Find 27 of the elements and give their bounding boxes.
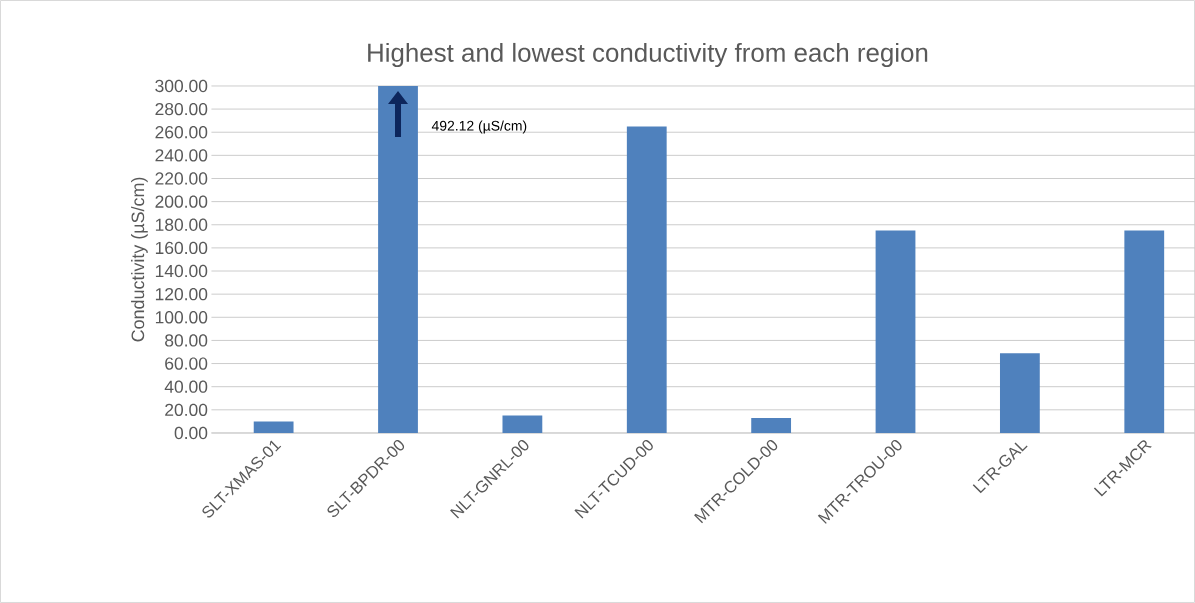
y-tick-label: 100.00 [155, 311, 208, 324]
y-tick-label: 280.00 [155, 102, 208, 116]
y-tick-label: 300.00 [155, 79, 208, 93]
y-tick-label: 180.00 [155, 218, 208, 231]
y-tick-label: 60.00 [165, 357, 208, 370]
y-tick-label: 40.00 [164, 380, 208, 393]
bar [751, 417, 792, 433]
bar [875, 230, 916, 433]
y-tick-label: 80.00 [165, 334, 208, 347]
y-tick-label: 220.00 [155, 172, 208, 185]
y-tick-label: 120.00 [155, 287, 208, 301]
bar [378, 85, 418, 433]
bar [1124, 230, 1165, 433]
annotation: 492.12 (µS/cm) [431, 120, 527, 134]
bar [626, 126, 667, 433]
y-tick-label: 20.00 [165, 403, 208, 416]
y-tick-label: 240.00 [155, 149, 208, 162]
y-tick-label: 140.00 [155, 264, 208, 278]
chart-title: Highest and lowest conductivity from each region [368, 42, 928, 68]
bar [502, 415, 543, 433]
y-tick-label: 160.00 [155, 241, 208, 255]
y-tick-label: 0.00 [174, 426, 208, 440]
bar [253, 421, 294, 433]
y-axis-title: Conductivity (µS/cm) [131, 177, 148, 342]
y-tick-label: 200.00 [155, 195, 208, 208]
bar [999, 353, 1040, 433]
y-tick-label: 260.00 [155, 126, 208, 139]
